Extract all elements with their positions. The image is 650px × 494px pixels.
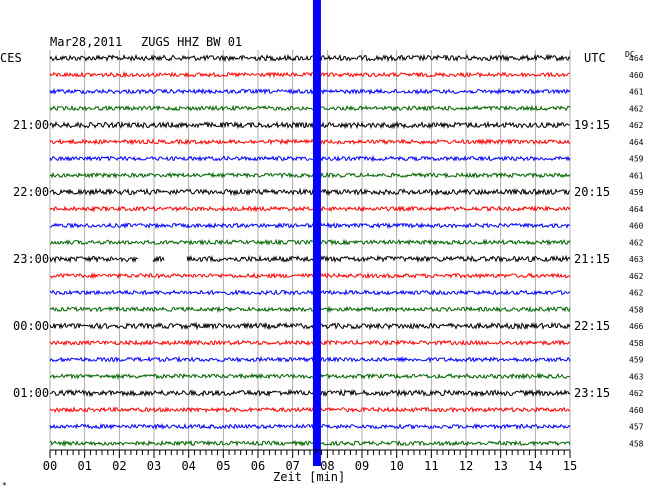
x-tick-label-5: 05 — [216, 459, 230, 473]
trace-row-23 — [49, 439, 571, 448]
dc-value-7: 461 — [629, 171, 644, 180]
dc-value-8: 459 — [629, 188, 644, 197]
x-tick-label-14: 14 — [528, 459, 542, 473]
dc-value-19: 463 — [629, 372, 644, 381]
dc-value-1: 460 — [629, 71, 644, 80]
trace-row-7 — [49, 171, 571, 179]
trace-row-6 — [49, 154, 571, 162]
dc-value-4: 462 — [629, 121, 644, 130]
trace-row-8 — [49, 187, 571, 197]
dc-value-11: 462 — [629, 238, 644, 247]
x-tick-label-13: 13 — [493, 459, 507, 473]
dc-value-20: 462 — [629, 389, 644, 398]
trace-row-3 — [49, 104, 571, 112]
footer-mark: * — [2, 481, 7, 490]
dc-value-15: 458 — [629, 305, 644, 314]
trace-row-16 — [49, 321, 571, 331]
trace-row-17 — [49, 338, 571, 347]
right-hour-label-0: 19:15 — [574, 118, 610, 132]
trace-row-13 — [49, 271, 571, 280]
x-tick-label-8: 08 — [320, 459, 334, 473]
x-tick-label-9: 09 — [355, 459, 369, 473]
right-hour-label-1: 20:15 — [574, 185, 610, 199]
x-tick-label-7: 07 — [285, 459, 299, 473]
trace-row-10 — [49, 221, 571, 230]
x-axis: 00 01 02 03 04 05 06 07 08 09 10 11 12 13 14 15 — [43, 450, 577, 473]
left-hour-label-4: 01:00 — [13, 386, 49, 400]
trace-row-11 — [49, 238, 571, 246]
left-hour-label-1: 22:00 — [13, 185, 49, 199]
x-tick-label-12: 12 — [459, 459, 473, 473]
right-hour-label-4: 23:15 — [574, 386, 610, 400]
dc-value-2: 461 — [629, 88, 644, 97]
dc-value-12: 463 — [629, 255, 644, 264]
trace-row-14 — [49, 288, 571, 297]
dc-value-17: 458 — [629, 339, 644, 348]
right-hour-label-2: 21:15 — [574, 252, 610, 266]
left-hour-label-3: 00:00 — [13, 319, 49, 333]
record-date: Mar28,2011 — [50, 35, 122, 49]
x-tick-label-2: 02 — [112, 459, 126, 473]
x-tick-label-1: 01 — [77, 459, 91, 473]
dc-value-6: 459 — [629, 155, 644, 164]
trace-row-21 — [49, 406, 571, 414]
right-hour-label-3: 22:15 — [574, 319, 610, 333]
dc-header-label: DC — [625, 50, 635, 59]
trace-row-19 — [49, 372, 571, 380]
trace-row-1 — [49, 70, 571, 79]
time-grid — [49, 50, 571, 450]
left-hour-label-0: 21:00 — [13, 118, 49, 132]
x-tick-label-3: 03 — [147, 459, 161, 473]
trace-row-4 — [49, 120, 571, 130]
dc-value-23: 458 — [629, 439, 644, 448]
dc-value-3: 462 — [629, 104, 644, 113]
dc-value-13: 462 — [629, 272, 644, 281]
x-tick-label-0: 00 — [43, 459, 57, 473]
dc-value-0: 464 — [629, 54, 644, 63]
dc-value-22: 457 — [629, 423, 644, 432]
trace-row-5 — [49, 138, 571, 146]
dc-value-21: 460 — [629, 406, 644, 415]
trace-row-0 — [49, 53, 571, 63]
x-tick-label-10: 10 — [389, 459, 403, 473]
trace-row-18 — [49, 355, 571, 364]
trace-row-9 — [49, 204, 571, 213]
right-timezone-label: UTC — [584, 51, 606, 65]
time-marker — [312, 0, 321, 466]
x-axis-title: Zeit [min] — [273, 470, 345, 484]
dc-value-9: 464 — [629, 205, 644, 214]
trace-row-2 — [49, 87, 571, 96]
x-tick-label-11: 11 — [424, 459, 438, 473]
x-tick-label-15: 15 — [563, 459, 577, 473]
trace-row-22 — [49, 422, 571, 431]
dc-value-14: 462 — [629, 289, 644, 298]
left-hour-label-2: 23:00 — [13, 252, 49, 266]
trace-rows — [49, 53, 571, 448]
axis-labels: 464 460 461 462 462 464 459 461 459 464 460 462 463 4… — [13, 54, 644, 448]
trace-row-20 — [49, 388, 571, 398]
dc-value-5: 464 — [629, 138, 644, 147]
trace-row-15 — [49, 305, 571, 314]
station-code: ZUGS HHZ BW 01 — [141, 35, 242, 49]
x-tick-label-4: 04 — [181, 459, 195, 473]
x-tick-label-6: 06 — [251, 459, 265, 473]
dc-value-18: 459 — [629, 356, 644, 365]
dc-value-10: 460 — [629, 222, 644, 231]
left-timezone-label: CES — [0, 51, 22, 65]
trace-row-12 — [49, 254, 571, 264]
dc-value-16: 466 — [629, 322, 644, 331]
